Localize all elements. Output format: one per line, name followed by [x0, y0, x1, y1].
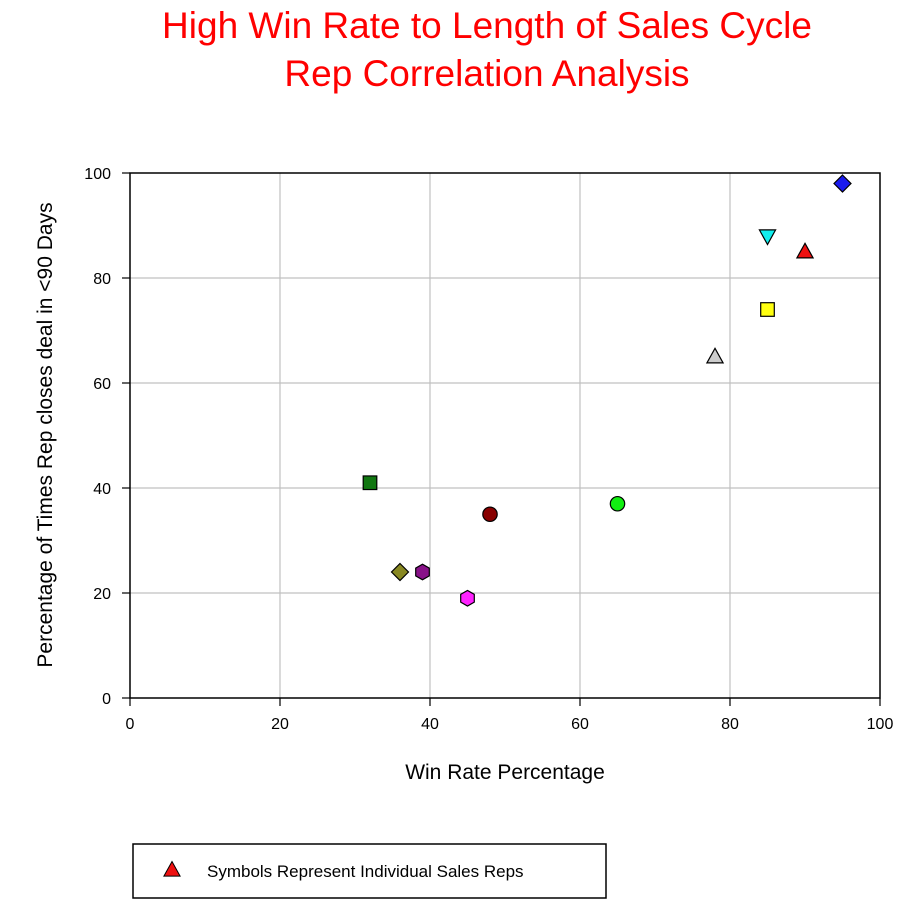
data-point-triangle-up [795, 242, 815, 259]
x-tick-label: 0 [126, 716, 135, 733]
legend-box [132, 843, 607, 899]
x-tick-label: 80 [721, 716, 739, 733]
legend: Symbols Represent Individual Sales Reps [132, 843, 607, 899]
plot-frame [129, 172, 881, 699]
grid [130, 173, 880, 698]
data-point-hexagon [460, 589, 475, 607]
data-point-circle [609, 495, 626, 512]
y-tick-label: 0 [102, 691, 111, 708]
y-tick-label: 40 [93, 481, 111, 498]
data-point-diamond [833, 174, 852, 193]
chart-title-line-1: High Win Rate to Length of Sales Cycle [162, 5, 812, 46]
data-point-hexagon [415, 563, 430, 581]
data-point-triangle-up [705, 347, 725, 364]
x-tick-label: 60 [571, 716, 589, 733]
data-point-diamond [390, 562, 410, 582]
chart-title-line-2: Rep Correlation Analysis [284, 53, 689, 94]
legend-label: Symbols Represent Individual Sales Reps [207, 862, 524, 881]
y-tick-label: 80 [93, 271, 111, 288]
axis-ticks: 0 20 40 60 80 100 0 20 40 60 80 100 [84, 166, 893, 733]
data-point-circle [482, 506, 498, 523]
data-points [362, 174, 852, 607]
x-tick-label: 40 [421, 716, 439, 733]
x-axis-label: Win Rate Percentage [405, 761, 605, 784]
data-point-square [362, 475, 378, 491]
x-tick-label: 100 [867, 716, 894, 733]
y-axis-label: Percentage of Times Rep closes deal in <… [34, 202, 57, 667]
y-tick-label: 60 [93, 376, 111, 393]
chart-title: High Win Rate to Length of Sales Cycle R… [162, 5, 812, 94]
legend-triangle-marker [163, 860, 181, 877]
y-tick-label: 100 [84, 166, 111, 183]
data-point-triangle-down [758, 229, 777, 246]
data-point-square [760, 302, 775, 317]
y-tick-label: 20 [93, 586, 111, 603]
x-tick-label: 20 [271, 716, 289, 733]
